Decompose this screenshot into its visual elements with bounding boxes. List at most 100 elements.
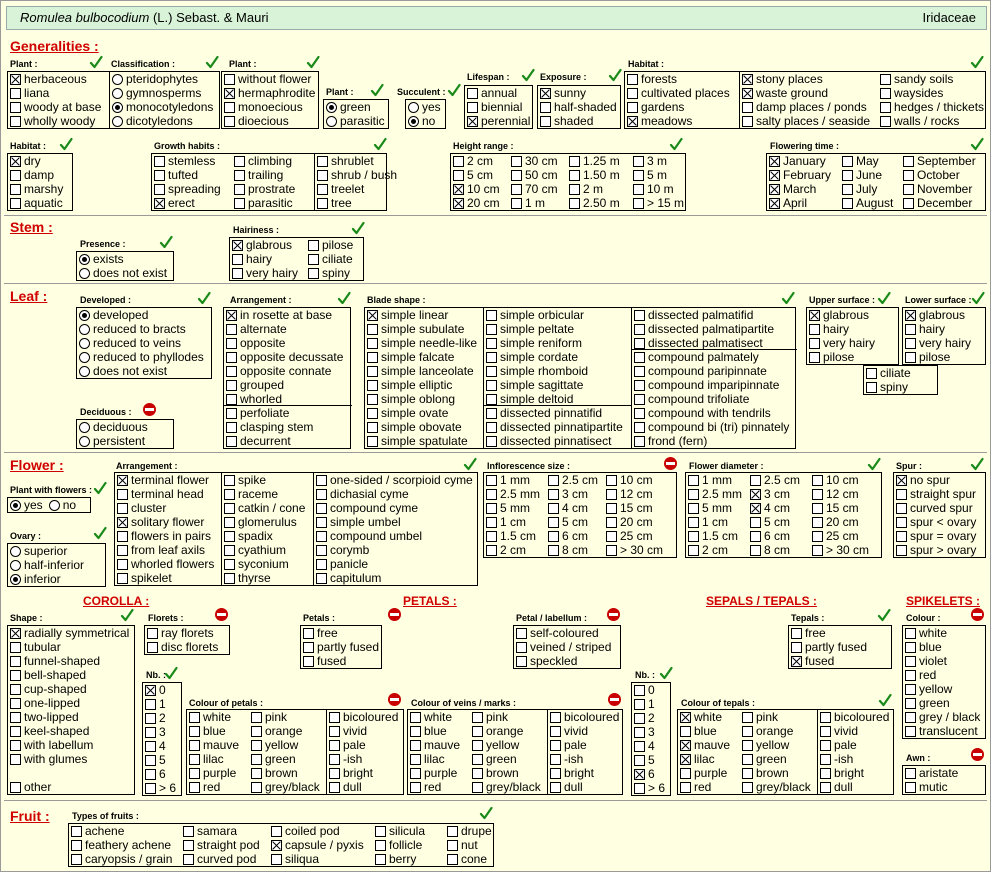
checkbox[interactable] — [812, 474, 823, 486]
option-item[interactable]: 5 — [632, 753, 665, 767]
checkbox[interactable] — [145, 684, 156, 696]
option-item[interactable]: spike — [222, 473, 305, 487]
checkbox[interactable] — [905, 697, 916, 709]
checkbox[interactable] — [317, 155, 328, 167]
option-item[interactable]: 2 cm — [451, 154, 500, 168]
option-item[interactable]: compound palmately — [632, 350, 789, 364]
option-item[interactable]: lilac — [187, 752, 239, 766]
checkbox[interactable] — [511, 183, 522, 195]
checkbox[interactable] — [680, 781, 691, 793]
option-item[interactable]: April — [767, 196, 831, 210]
checkbox[interactable] — [550, 753, 561, 765]
checkbox[interactable] — [634, 698, 645, 710]
option-item[interactable]: white — [678, 710, 730, 724]
checkbox[interactable] — [486, 544, 497, 556]
checkbox[interactable] — [232, 267, 243, 279]
checkbox[interactable] — [880, 87, 891, 99]
option-item[interactable]: -ish — [548, 752, 619, 766]
option-item[interactable]: December — [901, 196, 976, 210]
checkbox[interactable] — [145, 782, 156, 794]
checkbox[interactable] — [329, 753, 340, 765]
option-item[interactable]: compound umbel — [314, 529, 473, 543]
option-item[interactable]: damp places / ponds — [740, 100, 870, 114]
option-item[interactable]: 8 cm — [546, 543, 598, 557]
checkbox[interactable] — [742, 725, 753, 737]
option-item[interactable]: other — [8, 780, 129, 794]
checkbox[interactable] — [71, 853, 82, 865]
checkbox[interactable] — [750, 502, 761, 514]
checkbox[interactable] — [189, 711, 200, 723]
checkbox[interactable] — [812, 488, 823, 500]
option-item[interactable]: solitary flower — [115, 515, 214, 529]
radio-button[interactable] — [408, 101, 419, 113]
checkbox[interactable] — [316, 530, 327, 542]
option-item[interactable]: syconium — [222, 557, 305, 571]
checkbox[interactable] — [367, 379, 378, 391]
option-item[interactable]: > 6 — [632, 781, 665, 795]
checkbox[interactable] — [903, 183, 914, 195]
option-item[interactable]: opposite connate — [224, 364, 343, 378]
option-item[interactable]: dissected pinnatipartite — [484, 420, 623, 434]
checkbox[interactable] — [680, 725, 691, 737]
checkbox[interactable] — [634, 712, 645, 724]
option-item[interactable]: September — [901, 154, 976, 168]
option-item[interactable]: no spur — [894, 473, 976, 487]
radio-button[interactable] — [79, 351, 90, 363]
option-item[interactable]: purple — [187, 766, 239, 780]
checkbox[interactable] — [905, 725, 916, 737]
option-item[interactable]: purple — [678, 766, 730, 780]
checkbox[interactable] — [688, 474, 699, 486]
checkbox[interactable] — [375, 839, 386, 851]
checkbox[interactable] — [472, 739, 483, 751]
checkbox[interactable] — [550, 711, 561, 723]
checkbox[interactable] — [634, 309, 645, 321]
checkbox[interactable] — [154, 155, 165, 167]
checkbox[interactable] — [453, 197, 464, 209]
option-item[interactable]: dissected palmatifid — [632, 308, 789, 322]
option-item[interactable]: 2 cm — [686, 543, 742, 557]
checkbox[interactable] — [540, 101, 551, 113]
option-item[interactable]: with glumes — [8, 752, 129, 766]
checkbox[interactable] — [540, 115, 551, 127]
checkbox[interactable] — [812, 530, 823, 542]
checkbox[interactable] — [606, 474, 617, 486]
checkbox[interactable] — [367, 365, 378, 377]
option-item[interactable]: 4 — [632, 739, 665, 753]
checkbox[interactable] — [10, 739, 21, 751]
option-item[interactable]: compound paripinnate — [632, 364, 789, 378]
option-item[interactable]: 12 cm — [604, 487, 663, 501]
option-item[interactable]: shrublet — [315, 154, 397, 168]
radio-button[interactable] — [408, 115, 419, 127]
option-item[interactable]: corymb — [314, 543, 473, 557]
option-item[interactable]: dissected pinnatifid — [484, 406, 623, 420]
option-item[interactable]: 1 mm — [484, 473, 540, 487]
checkbox[interactable] — [486, 393, 497, 405]
radio-button[interactable] — [10, 559, 21, 571]
checkbox[interactable] — [769, 155, 780, 167]
option-item[interactable]: pilose — [306, 238, 353, 252]
checkbox[interactable] — [226, 421, 237, 433]
option-item[interactable]: annual — [465, 86, 530, 100]
checkbox[interactable] — [317, 197, 328, 209]
option-item[interactable]: curved pod — [181, 852, 260, 866]
option-item[interactable]: bicoloured — [548, 710, 619, 724]
option-item[interactable]: cup-shaped — [8, 682, 129, 696]
checkbox[interactable] — [486, 407, 497, 419]
checkbox[interactable] — [486, 516, 497, 528]
option-item[interactable]: blue — [187, 724, 239, 738]
checkbox[interactable] — [472, 767, 483, 779]
option-item[interactable]: half-inferior — [8, 558, 84, 572]
checkbox[interactable] — [308, 267, 319, 279]
option-item[interactable]: very hairy — [903, 336, 971, 350]
option-item[interactable]: translucent — [903, 724, 980, 738]
option-item[interactable]: 3 m — [631, 154, 684, 168]
option-item[interactable]: stemless — [152, 154, 221, 168]
option-item[interactable]: compound cyme — [314, 501, 473, 515]
checkbox[interactable] — [226, 337, 237, 349]
checkbox[interactable] — [10, 73, 21, 85]
option-item[interactable]: biennial — [465, 100, 530, 114]
checkbox[interactable] — [866, 381, 877, 393]
checkbox[interactable] — [548, 502, 559, 514]
option-item[interactable]: vivid — [327, 724, 398, 738]
option-item[interactable]: grey/black — [470, 780, 541, 794]
